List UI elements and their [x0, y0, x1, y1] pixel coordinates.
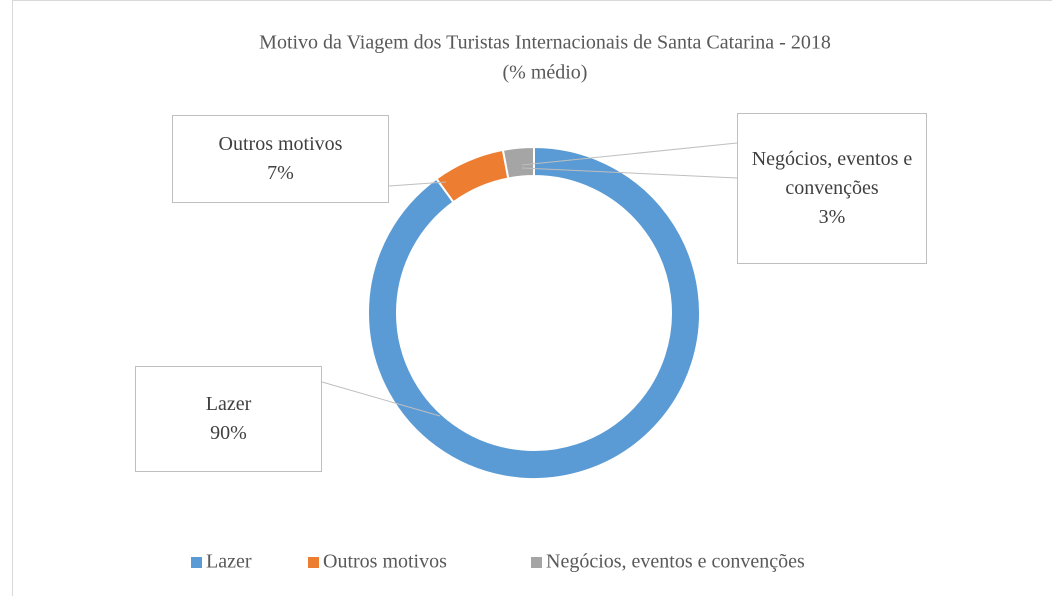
donut-slice [501, 145, 535, 180]
donut-slice [435, 148, 510, 204]
donut [367, 145, 701, 480]
label-name: Lazer [205, 393, 252, 415]
data-label: Negócios, eventos e convenções 3% [737, 113, 927, 264]
chart-title: Motivo da Viagem dos Turistas Internacio… [259, 32, 831, 54]
leader-line [521, 167, 738, 179]
label-value: 7% [267, 162, 294, 184]
legend-swatch [531, 557, 542, 568]
label-value: 3% [818, 206, 846, 228]
chart-subtitle: (% médio) [503, 62, 588, 84]
legend-swatch [308, 557, 319, 568]
leader-line [521, 142, 738, 166]
label-name: Outros motivos [218, 133, 343, 155]
label-name: Negócios, eventos e convenções [751, 148, 913, 199]
legend-label: Outros motivos [323, 551, 447, 573]
label-value: 90% [210, 422, 247, 444]
legend-swatch [191, 557, 202, 568]
legend-label: Lazer [206, 551, 252, 573]
donut-slice [367, 145, 701, 480]
legend: Lazer Outros motivos Negócios, eventos e c… [191, 551, 805, 573]
chart-frame [12, 0, 1052, 596]
legend-label: Negócios, eventos e convenções [546, 551, 805, 573]
leader-line [321, 381, 441, 417]
data-label: Lazer 90% [135, 366, 322, 472]
leader-line [388, 181, 447, 187]
data-label: Outros motivos 7% [172, 115, 389, 203]
